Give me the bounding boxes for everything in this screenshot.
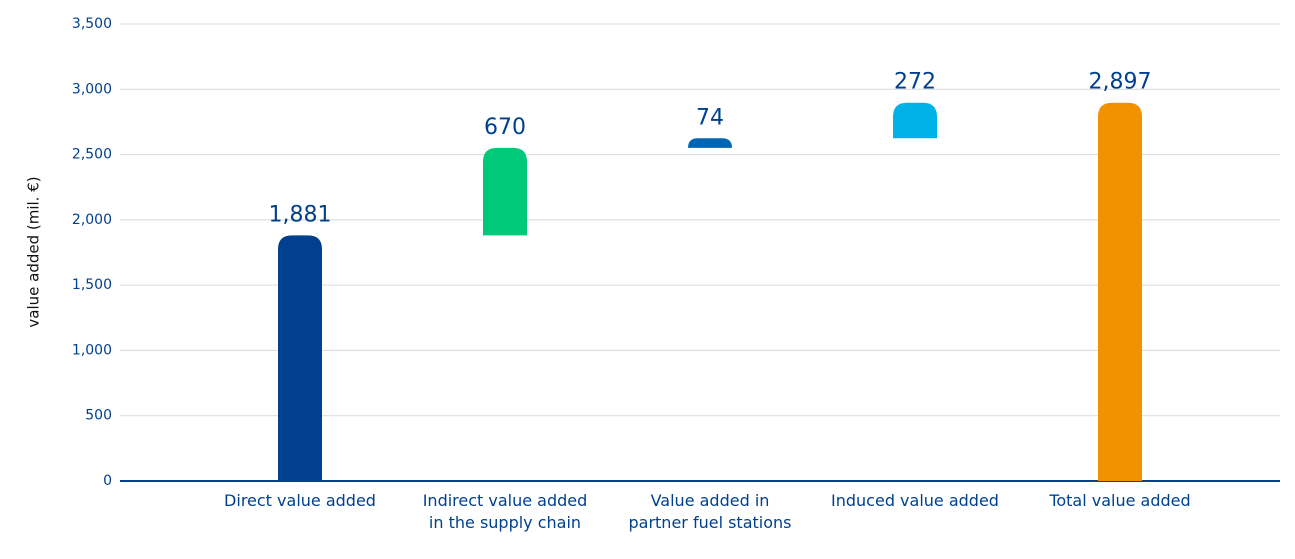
bar (688, 138, 732, 148)
y-tick-label: 500 (85, 408, 112, 424)
y-tick-label: 1,000 (72, 342, 112, 358)
bar (483, 147, 527, 236)
y-tick-label: 3,000 (72, 81, 112, 97)
x-tick-label: Induced value added (831, 491, 999, 510)
bar (278, 235, 322, 481)
x-tick-label: Total value added (1049, 491, 1191, 510)
bar (893, 102, 937, 139)
value-label: 2,897 (1089, 70, 1152, 95)
y-tick-label: 1,500 (72, 277, 112, 293)
x-tick-label: Direct value added (224, 491, 376, 510)
value-label: 272 (894, 70, 936, 95)
y-tick-label: 3,500 (72, 16, 112, 32)
value-label: 1,881 (269, 202, 332, 227)
x-tick-label: Indirect value added in the supply chain (422, 491, 588, 532)
value-label: 670 (484, 115, 526, 140)
x-tick-label: Value added in partner fuel stations (628, 491, 792, 532)
y-tick-label: 0 (103, 473, 112, 489)
y-tick-label: 2,000 (72, 212, 112, 228)
value-label: 74 (696, 105, 724, 130)
bar (1098, 102, 1142, 482)
y-axis-label: value added (mil. €) (25, 176, 43, 327)
y-tick-label: 2,500 (72, 147, 112, 163)
